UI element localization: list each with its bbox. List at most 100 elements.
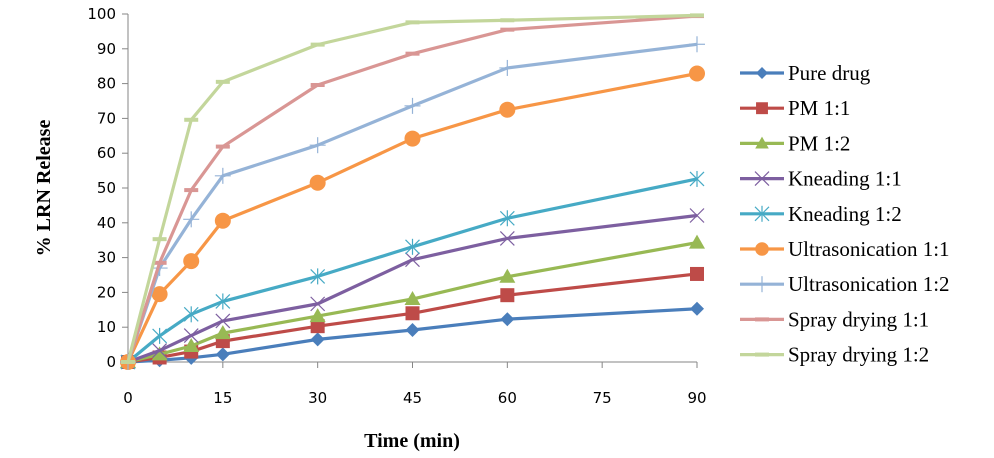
diamond-marker (310, 332, 325, 347)
triangle-marker (689, 234, 705, 249)
plus-marker (404, 97, 421, 114)
dash-marker (152, 237, 167, 242)
x-marker (499, 231, 515, 246)
triangle-marker (214, 325, 231, 340)
axes: 0 10 20 30 40 50 60 70 80 90 100 0 15 30 45 60 75 90 (87, 5, 706, 407)
triangle-marker (309, 308, 326, 323)
legend-label: Kneading 1:1 (788, 167, 902, 191)
dash-marker (500, 27, 515, 32)
y-axis-title: % LRN Release (33, 120, 55, 257)
legend-label: PM 1:1 (788, 96, 850, 120)
series-line (126, 13, 698, 363)
series-ultrasonication-1-2 (120, 36, 705, 370)
x-axis-title: Time (min) (364, 430, 460, 452)
triangle-marker (151, 346, 168, 361)
series-kneading-1-1 (120, 208, 705, 370)
legend-item: PM 1:1 (740, 96, 850, 120)
x-marker (215, 313, 231, 329)
x-marker (183, 328, 199, 343)
plus-marker (309, 137, 326, 154)
triangle-marker (755, 136, 769, 149)
dash-marker (500, 18, 515, 23)
diamond-marker (500, 312, 515, 327)
dash-marker (755, 317, 769, 322)
plus-marker (214, 167, 231, 184)
dash-marker (405, 51, 420, 56)
circle-marker (689, 65, 705, 82)
legend-item: Ultrasonication 1:1 (740, 237, 950, 261)
square-marker (500, 288, 515, 303)
dash-marker (184, 188, 199, 193)
y-tick-label: 90 (97, 40, 116, 58)
dash-marker (310, 42, 325, 47)
y-tick-label: 20 (97, 283, 116, 301)
legend-item: Kneading 1:2 (740, 202, 902, 226)
plus-marker (499, 59, 516, 76)
y-tick-label: 70 (97, 109, 116, 127)
legend-label: PM 1:2 (788, 131, 850, 155)
dash-marker (215, 144, 230, 149)
x-tick-label: 30 (308, 389, 327, 407)
star-marker (499, 210, 515, 227)
star-marker (152, 327, 168, 344)
y-tick-label: 40 (97, 214, 116, 232)
series-line (127, 241, 698, 364)
circle-marker (499, 101, 516, 118)
diamond-marker (215, 347, 230, 362)
star-marker (310, 268, 326, 285)
x-tick-label: 90 (687, 389, 706, 407)
x-marker (310, 296, 326, 312)
x-tick-label: 45 (403, 389, 422, 407)
x-tick-label: 75 (593, 389, 612, 407)
circle-marker (214, 212, 231, 229)
series-ultrasonication-1-1 (120, 65, 705, 370)
legend-item: Spray drying 1:1 (740, 307, 929, 331)
legend: Pure drug PM 1:1 PM 1:2 Kneading 1:1 Kneadin… (740, 61, 950, 367)
star-marker (754, 205, 770, 222)
x-tick-label: 15 (213, 389, 232, 407)
star-marker (183, 306, 199, 323)
legend-item: Ultrasonication 1:2 (740, 272, 950, 296)
plus-marker (754, 276, 770, 293)
series-pm-1-1 (121, 266, 704, 369)
legend-label: Ultrasonication 1:2 (788, 272, 950, 296)
star-marker (215, 293, 231, 310)
y-tick-label: 10 (97, 318, 116, 336)
dash-marker (690, 13, 704, 18)
series-line (126, 42, 698, 363)
dash-marker (184, 117, 199, 122)
legend-label: Spray drying 1:2 (788, 343, 929, 367)
series-layer (120, 13, 705, 370)
star-marker (689, 170, 705, 187)
circle-marker (183, 253, 200, 270)
y-tick-label: 100 (87, 5, 116, 23)
y-tick-label: 30 (97, 249, 116, 267)
x-marker (689, 208, 705, 223)
x-marker (405, 252, 420, 268)
legend-label: Pure drug (788, 61, 871, 85)
triangle-marker (183, 337, 200, 352)
legend-label: Spray drying 1:1 (788, 307, 929, 331)
plus-marker (183, 211, 200, 228)
legend-item: PM 1:2 (740, 131, 850, 155)
legend-label: Kneading 1:2 (788, 202, 902, 226)
dash-marker (310, 82, 325, 87)
square-marker (690, 266, 704, 281)
circle-marker (309, 174, 326, 191)
y-tick-label: 60 (97, 144, 116, 162)
series-kneading-1-2 (120, 170, 705, 370)
diamond-marker (405, 322, 420, 337)
series-line (126, 14, 698, 363)
circle-marker (404, 130, 421, 147)
series-spray-drying-1-2 (121, 13, 704, 364)
x-marker (754, 171, 770, 187)
y-tick-label: 0 (106, 353, 116, 371)
circle-marker (755, 242, 769, 256)
diamond-marker (756, 67, 768, 79)
y-tick-label: 80 (97, 75, 116, 93)
x-tick-label: 60 (498, 389, 517, 407)
square-marker (405, 306, 420, 321)
x-tick-label: 0 (123, 389, 133, 407)
triangle-marker (404, 291, 421, 306)
legend-item: Kneading 1:1 (740, 167, 902, 191)
